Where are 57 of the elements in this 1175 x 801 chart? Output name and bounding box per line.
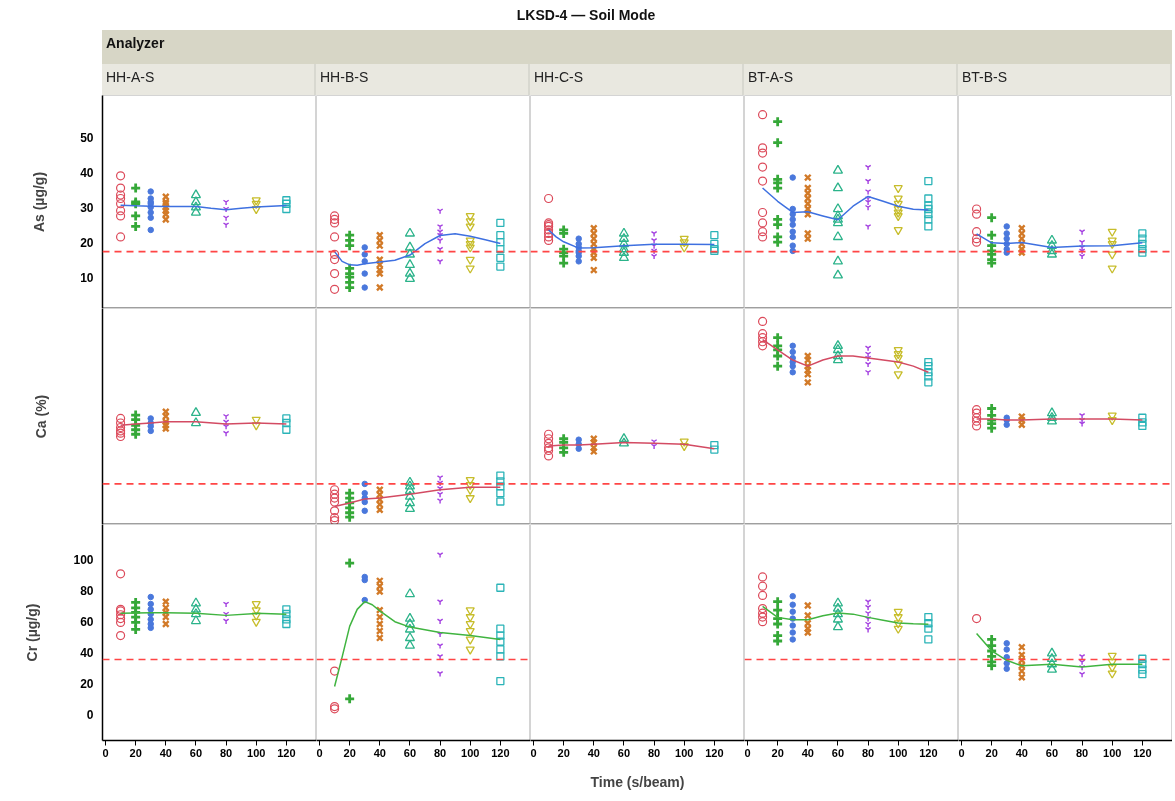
x-tick-label: 40: [801, 746, 814, 759]
y-tick-label: 20: [80, 235, 94, 250]
x-tick-label: 120: [1133, 746, 1152, 759]
x-tick-label: 60: [189, 746, 203, 759]
chart-title: LKSD-4 — Soil Mode: [516, 6, 656, 25]
x-tick-label: 20: [557, 746, 570, 759]
y-tick-label: 40: [80, 165, 94, 180]
x-tick-label: 20: [771, 746, 784, 759]
x-tick-label: 20: [129, 746, 142, 759]
x-tick-label: 40: [587, 746, 600, 759]
x-tick-label: 40: [159, 746, 172, 759]
x-tick-label: 80: [647, 746, 661, 759]
y-tick-label: 80: [80, 584, 94, 599]
x-tick-label: 40: [1015, 746, 1028, 759]
x-tick-label: 100: [889, 746, 908, 759]
y-axis-title: Cr (µg/g): [24, 603, 41, 662]
x-tick-label: 120: [705, 746, 724, 759]
x-tick-label: 20: [985, 746, 998, 759]
x-tick-label: 120: [491, 746, 510, 759]
x-tick-label: 80: [861, 746, 875, 759]
chart-subtitle: HH-B-S: [320, 68, 369, 87]
x-tick-label: 0: [316, 746, 323, 759]
x-tick-label: 60: [1045, 746, 1059, 759]
x-tick-label: 0: [102, 746, 109, 759]
text: Analyzer: [106, 34, 165, 53]
x-axis-title: Time (s/beam): [590, 773, 685, 790]
x-tick-label: 100: [247, 746, 266, 759]
x-tick-label: 100: [675, 746, 694, 759]
y-axis-title: Ca (%): [32, 394, 49, 439]
y-tick-label: 50: [80, 130, 94, 145]
x-tick-label: 80: [1075, 746, 1089, 759]
x-tick-label: 120: [277, 746, 296, 759]
y-tick-label: 30: [80, 200, 94, 215]
y-tick-label: 40: [80, 646, 94, 661]
x-tick-label: 80: [433, 746, 447, 759]
x-tick-label: 60: [831, 746, 845, 759]
x-tick-label: 120: [919, 746, 938, 759]
chart-subtitle: HH-C-S: [534, 68, 583, 87]
y-tick-label: 10: [80, 270, 94, 285]
x-tick-label: 60: [617, 746, 631, 759]
x-tick-label: 100: [461, 746, 480, 759]
chart-subtitle: BT-B-S: [962, 68, 1008, 87]
y-tick-label: 100: [73, 553, 94, 568]
y-axis-title: As (µg/g): [31, 171, 48, 233]
x-tick-label: 20: [343, 746, 356, 759]
x-tick-label: 0: [958, 746, 965, 759]
y-tick-label: 0: [86, 707, 94, 722]
chart-subtitle: HH-A-S: [106, 68, 155, 87]
x-tick-label: 0: [530, 746, 537, 759]
chart-subtitle: BT-A-S: [748, 68, 794, 87]
x-tick-label: 0: [744, 746, 751, 759]
y-tick-label: 60: [80, 615, 94, 630]
x-tick-label: 100: [1103, 746, 1122, 759]
x-tick-label: 60: [403, 746, 417, 759]
y-tick-label: 20: [80, 676, 94, 691]
x-tick-label: 80: [219, 746, 233, 759]
x-tick-label: 40: [373, 746, 386, 759]
